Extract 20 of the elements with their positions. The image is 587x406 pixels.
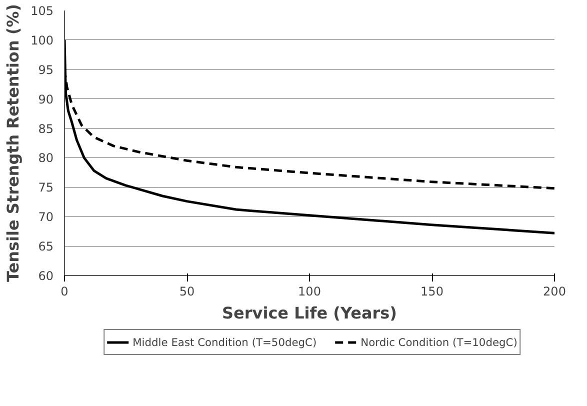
y-tick-label: 70 bbox=[38, 210, 54, 224]
x-tick-label: 100 bbox=[298, 284, 321, 298]
y-tick-label: 105 bbox=[30, 4, 54, 18]
y-tick-label: 100 bbox=[30, 33, 54, 48]
x-tick-label: 200 bbox=[543, 284, 566, 298]
y-tick-label: 80 bbox=[38, 151, 54, 166]
y-tick-label: 75 bbox=[38, 180, 54, 195]
x-tick-label: 0 bbox=[60, 284, 68, 298]
y-tick-label: 90 bbox=[38, 92, 54, 106]
y-tick-label: 60 bbox=[38, 269, 54, 283]
x-tick-label: 150 bbox=[420, 284, 444, 298]
y-tick-label: 85 bbox=[38, 122, 54, 136]
line-series bbox=[64, 38, 554, 234]
legend-label: Nordic Condition (T=10degC) bbox=[360, 336, 518, 348]
y-axis-title: Tensile Strength Retention (%) bbox=[4, 4, 23, 282]
y-tick-label: 95 bbox=[38, 62, 54, 77]
legend-label: Middle East Condition (T=50degC) bbox=[132, 336, 317, 348]
x-tick-label: 50 bbox=[179, 284, 195, 298]
x-axis-title: Service Life (Years) bbox=[222, 304, 397, 322]
y-tick-label: 65 bbox=[38, 240, 54, 254]
